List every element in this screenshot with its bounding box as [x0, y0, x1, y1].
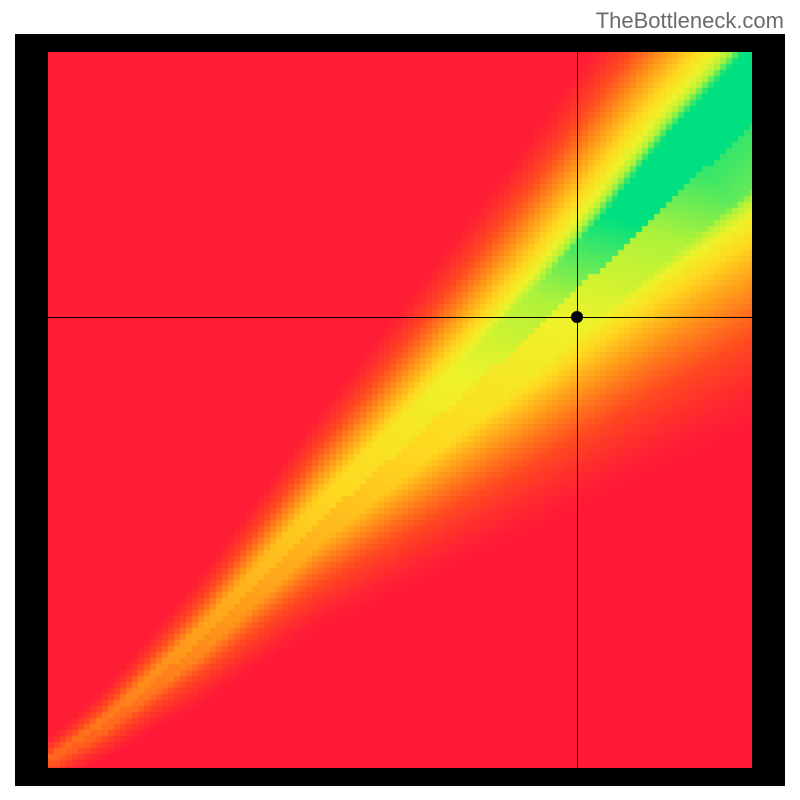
chart-root: TheBottleneck.com: [0, 0, 800, 800]
crosshair-marker: [571, 311, 583, 323]
crosshair-vertical: [577, 52, 578, 768]
crosshair-horizontal: [48, 317, 752, 318]
plot-area: [48, 52, 752, 768]
watermark-label: TheBottleneck.com: [596, 8, 784, 34]
heatmap-canvas: [48, 52, 752, 768]
plot-frame: [15, 34, 785, 786]
